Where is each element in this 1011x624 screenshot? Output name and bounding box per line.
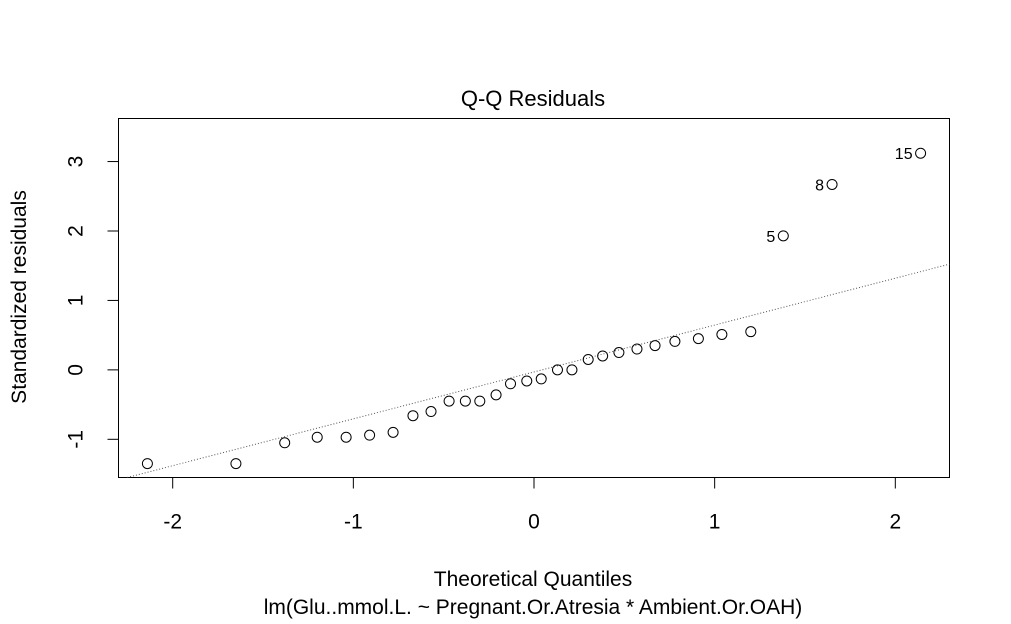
data-point xyxy=(387,426,399,438)
data-point xyxy=(364,429,376,441)
data-point xyxy=(443,395,455,407)
x-tick-label: -1 xyxy=(344,511,363,534)
plot-area-frame xyxy=(118,118,950,478)
data-point xyxy=(597,350,609,362)
x-axis-title: Theoretical Quantiles xyxy=(434,568,632,591)
y-tick-label: 2 xyxy=(65,225,88,237)
data-point xyxy=(459,395,471,407)
data-point xyxy=(566,364,578,376)
data-point xyxy=(582,353,594,365)
point-label: 8 xyxy=(815,177,824,194)
data-point xyxy=(669,335,681,347)
x-tick-label: 1 xyxy=(709,511,721,534)
data-point xyxy=(474,395,486,407)
data-point xyxy=(777,230,789,242)
x-tick-label: 2 xyxy=(889,511,901,534)
data-point xyxy=(141,458,153,470)
data-point xyxy=(692,333,704,345)
chart-title: Q-Q Residuals xyxy=(461,86,605,111)
data-point xyxy=(490,389,502,401)
data-point xyxy=(279,437,291,449)
data-point xyxy=(745,326,757,338)
model-formula-subtitle: lm(Glu..mmol.L. ~ Pregnant.Or.Atresia * … xyxy=(264,596,803,619)
y-tick-label: -1 xyxy=(65,430,88,449)
data-point xyxy=(649,340,661,352)
data-point xyxy=(407,410,419,422)
y-axis: -1 0 1 2 3 xyxy=(65,156,119,449)
y-tick-label: 1 xyxy=(65,295,88,307)
x-tick-label: -2 xyxy=(163,511,182,534)
data-point xyxy=(311,431,323,443)
data-point xyxy=(535,373,547,385)
data-point xyxy=(521,375,533,387)
reference-line-group xyxy=(125,263,950,478)
data-point xyxy=(631,343,643,355)
point-label: 5 xyxy=(766,229,775,246)
data-point xyxy=(230,458,242,470)
point-labels: 5 8 15 xyxy=(766,146,912,246)
data-point xyxy=(915,147,927,159)
y-tick-label: 0 xyxy=(65,364,88,376)
data-point xyxy=(716,328,728,340)
data-point xyxy=(826,178,838,190)
x-tick-label: 0 xyxy=(528,511,540,534)
y-axis-title: Standardized residuals xyxy=(8,190,31,404)
data-point xyxy=(340,431,352,443)
data-point xyxy=(613,347,625,359)
y-tick-label: 3 xyxy=(65,156,88,168)
data-point xyxy=(551,364,563,376)
data-point xyxy=(425,406,437,418)
data-point xyxy=(505,378,517,390)
x-axis: -2 -1 0 1 2 xyxy=(163,477,901,534)
point-label: 15 xyxy=(895,146,913,163)
qq-reference-line xyxy=(125,263,950,478)
data-points xyxy=(141,147,927,470)
